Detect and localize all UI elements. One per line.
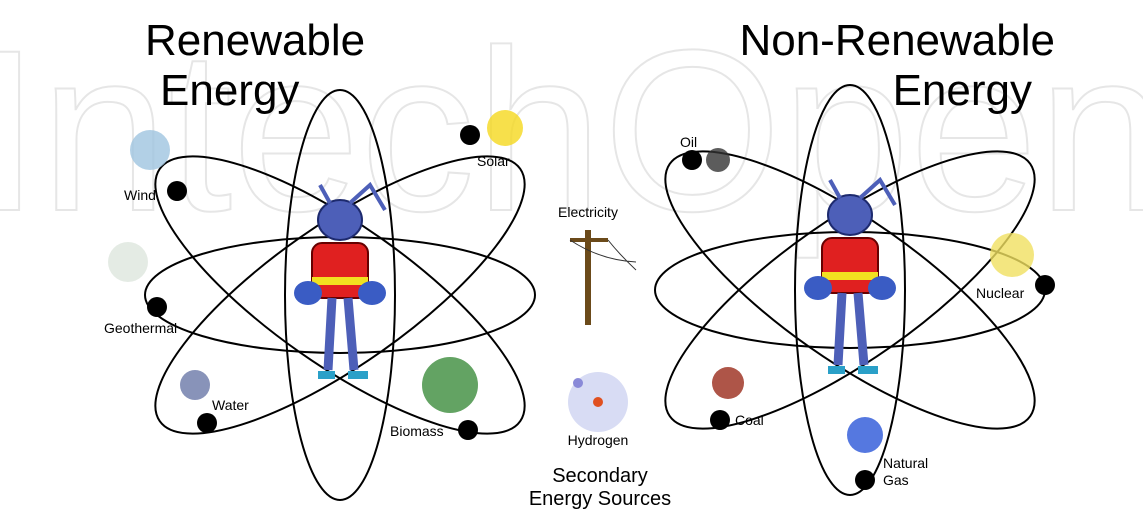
title: Non-Renewable bbox=[739, 16, 1055, 65]
source-icon bbox=[712, 367, 744, 399]
orbit-node bbox=[855, 470, 875, 490]
character-legs bbox=[838, 293, 864, 365]
source-label: Natural bbox=[883, 455, 928, 471]
title: Renewable bbox=[145, 16, 365, 65]
orbit-node bbox=[147, 297, 167, 317]
orbit-node bbox=[682, 150, 702, 170]
character-hand bbox=[804, 276, 832, 300]
source-label: Biomass bbox=[390, 423, 444, 439]
source-icon bbox=[487, 110, 523, 146]
orbit-node bbox=[460, 125, 480, 145]
character-legs bbox=[328, 298, 354, 370]
source-label: Nuclear bbox=[976, 285, 1025, 301]
source-label: Water bbox=[212, 397, 249, 413]
title: Energy bbox=[160, 66, 299, 115]
hydrogen-electron bbox=[573, 378, 583, 388]
source-label: Geothermal bbox=[104, 320, 177, 336]
secondary-title: Secondary bbox=[552, 465, 648, 487]
character-hand bbox=[358, 281, 386, 305]
hydrogen-core bbox=[593, 397, 603, 407]
source-icon bbox=[422, 357, 478, 413]
source-icon bbox=[990, 233, 1034, 277]
source-icon bbox=[130, 130, 170, 170]
secondary-title: Energy Sources bbox=[529, 488, 671, 510]
title: Energy bbox=[893, 66, 1032, 115]
source-label: Solar bbox=[477, 153, 510, 169]
orbit-node bbox=[1035, 275, 1055, 295]
character-belt bbox=[312, 277, 368, 285]
character-hand bbox=[868, 276, 896, 300]
source-label: Wind bbox=[124, 187, 156, 203]
orbit-node bbox=[197, 413, 217, 433]
secondary-item: Electricity bbox=[558, 204, 618, 220]
character-head bbox=[828, 195, 872, 235]
orbit-node bbox=[458, 420, 478, 440]
source-icon bbox=[180, 370, 210, 400]
source-label: Coal bbox=[735, 412, 764, 428]
source-label: Oil bbox=[680, 134, 697, 150]
character-hand bbox=[294, 281, 322, 305]
source-label: Gas bbox=[883, 472, 909, 488]
source-icon bbox=[847, 417, 883, 453]
orbit-node bbox=[710, 410, 730, 430]
secondary-item: Hydrogen bbox=[568, 432, 629, 448]
source-icon bbox=[108, 242, 148, 282]
source-icon bbox=[706, 148, 730, 172]
character-belt bbox=[822, 272, 878, 280]
orbit-node bbox=[167, 181, 187, 201]
energy-diagram: IntechOpen RenewableEnergyNon-RenewableE… bbox=[0, 0, 1143, 513]
character-head bbox=[318, 200, 362, 240]
